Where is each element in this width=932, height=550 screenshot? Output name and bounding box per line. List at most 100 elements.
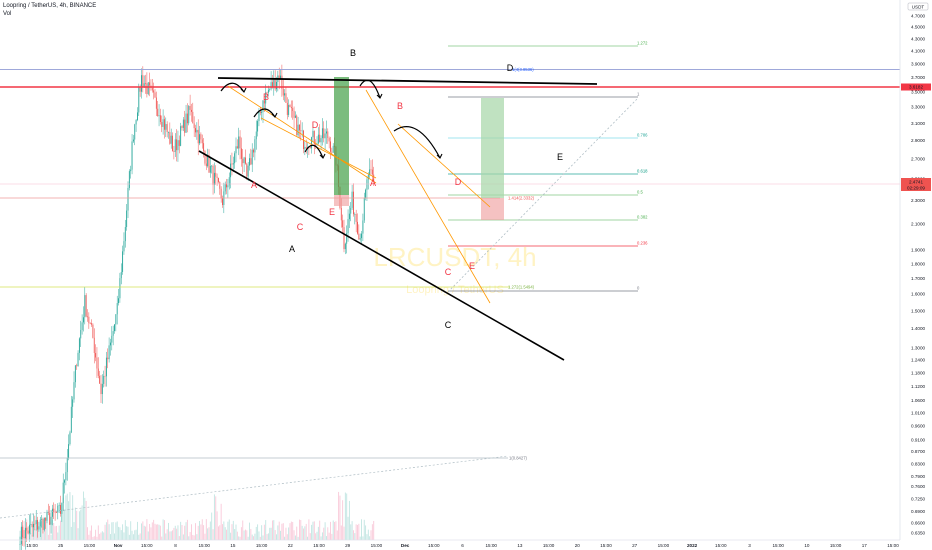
volume-bar: [189, 532, 191, 540]
candle: [99, 370, 101, 384]
candle: [265, 84, 267, 111]
candle-body: [47, 511, 49, 514]
candle: [118, 288, 119, 306]
time-tick-label: 13: [517, 543, 523, 548]
candle-body: [361, 233, 362, 239]
volume-bar: [274, 530, 276, 540]
candle: [188, 105, 190, 126]
candle: [66, 448, 68, 481]
candle: [51, 504, 53, 526]
candle: [331, 147, 333, 154]
candle-body: [87, 316, 88, 318]
drawings-layer: 1.272 1 0.786 0.618 0.5 0.382 0.236 0 1(4(3.8536…: [0, 41, 900, 519]
candle: [162, 109, 164, 135]
candle-body: [135, 120, 137, 125]
candle: [141, 68, 142, 99]
candle-body: [313, 130, 315, 145]
candle: [96, 347, 98, 378]
candle: [342, 214, 344, 233]
candle-body: [116, 303, 118, 315]
candle: [73, 371, 75, 403]
volume-bar: [285, 527, 287, 540]
candle-body: [169, 132, 171, 144]
candle-body: [153, 90, 155, 93]
candle: [303, 129, 304, 154]
time-tick-label: 6: [461, 543, 464, 548]
candle-body: [224, 183, 226, 192]
curved-arrow-icon: [359, 79, 381, 99]
volume-bar: [124, 520, 126, 540]
candle: [42, 517, 44, 534]
watermark-symbol: LRCUSDT, 4h: [373, 242, 536, 272]
candle-body: [189, 105, 191, 110]
candle: [84, 286, 86, 325]
candle: [177, 130, 179, 162]
candle: [72, 396, 74, 418]
ext-low-label: 1.272(1.5494): [508, 285, 535, 290]
volume-bar: [231, 524, 233, 540]
candle: [197, 119, 199, 156]
time-tick-label: 15:00: [715, 543, 727, 548]
candle-body: [234, 153, 236, 164]
candle-body: [304, 146, 306, 150]
time-tick-label: 15:00: [658, 543, 670, 548]
candle: [357, 213, 358, 235]
candle-body: [64, 480, 65, 483]
candle: [249, 153, 250, 171]
candle-body: [227, 185, 229, 188]
minor-wave-label: B: [263, 92, 269, 102]
candle-body: [99, 375, 101, 384]
candle-body: [267, 89, 269, 93]
candle: [277, 70, 279, 92]
candle: [185, 104, 187, 133]
candle: [115, 314, 117, 332]
volume-bar: [195, 523, 196, 540]
price-tick-label: 1.9000: [911, 247, 925, 252]
volume-bar: [207, 528, 209, 540]
candle-body: [149, 82, 151, 86]
volume-bar: [186, 519, 188, 540]
candle-body: [74, 365, 76, 383]
volume-bar: [114, 533, 115, 540]
candle: [191, 103, 192, 122]
candle-body: [262, 100, 264, 112]
candle: [323, 121, 325, 143]
volume-bar: [308, 519, 310, 540]
volume-bar: [319, 520, 321, 540]
volume-bar: [68, 501, 70, 540]
candle-body: [211, 165, 213, 167]
volume-bar: [369, 536, 371, 540]
candle: [83, 306, 84, 332]
candle: [299, 124, 300, 139]
fib-label: 0.5: [637, 190, 643, 195]
volume-bar: [209, 521, 211, 540]
candle-body: [213, 172, 215, 185]
candle: [282, 79, 284, 101]
candle-body: [104, 375, 106, 377]
volume-bar: [280, 530, 281, 540]
candle-body: [181, 126, 183, 128]
candle-body: [124, 227, 126, 242]
volume-bar: [112, 522, 114, 540]
candle-body: [200, 134, 202, 140]
volume-bar: [284, 536, 286, 540]
volume-bar: [223, 521, 225, 540]
candle-body: [218, 177, 219, 182]
volume-bar: [342, 500, 344, 540]
candle-body: [301, 130, 303, 132]
candle: [62, 473, 64, 511]
volume-bar: [276, 534, 277, 540]
candle-body: [56, 512, 57, 513]
candle: [353, 183, 354, 217]
candle: [201, 134, 203, 149]
candle-body: [50, 516, 52, 525]
volume-bar: [139, 533, 141, 540]
volume-bar: [95, 529, 97, 540]
candle-body: [286, 102, 288, 115]
candle: [346, 225, 348, 254]
candle: [243, 156, 245, 173]
candle: [234, 151, 236, 169]
candle: [350, 202, 352, 222]
candle-body: [91, 323, 92, 325]
